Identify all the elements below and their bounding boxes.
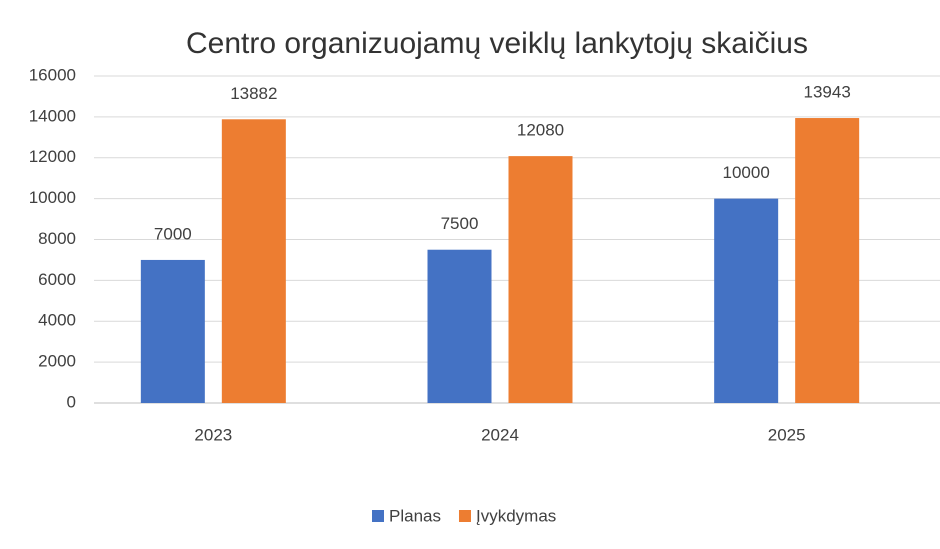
y-tick-label: 12000 — [29, 147, 76, 166]
bar — [795, 118, 860, 403]
bar — [714, 198, 779, 403]
data-label: 10000 — [723, 163, 770, 182]
bar — [427, 249, 492, 403]
x-tick-label: 2023 — [194, 425, 232, 444]
chart-title: Centro organizuojamų veiklų lankytojų sk… — [186, 27, 808, 60]
y-tick-label: 2000 — [38, 352, 76, 371]
data-label: 7000 — [154, 224, 192, 243]
y-tick-label: 6000 — [38, 270, 76, 289]
legend-label: Planas — [389, 506, 441, 525]
legend-swatch — [372, 510, 384, 522]
y-tick-label: 14000 — [29, 106, 76, 125]
y-tick-label: 0 — [67, 392, 76, 411]
y-tick-label: 8000 — [38, 229, 76, 248]
data-label: 13943 — [804, 83, 851, 102]
legend-swatch — [458, 510, 471, 522]
x-tick-label: 2024 — [481, 425, 519, 444]
data-label: 12080 — [517, 121, 564, 140]
data-label: 7500 — [441, 214, 479, 233]
legend-label: Įvykdymas — [476, 506, 556, 525]
x-tick-label: 2025 — [768, 425, 806, 444]
bar — [508, 156, 573, 403]
y-tick-label: 4000 — [38, 311, 76, 330]
y-tick-label: 16000 — [29, 65, 76, 84]
y-tick-label: 10000 — [29, 188, 76, 207]
bar — [221, 119, 286, 404]
data-label: 13882 — [230, 84, 277, 103]
bar — [140, 259, 205, 403]
